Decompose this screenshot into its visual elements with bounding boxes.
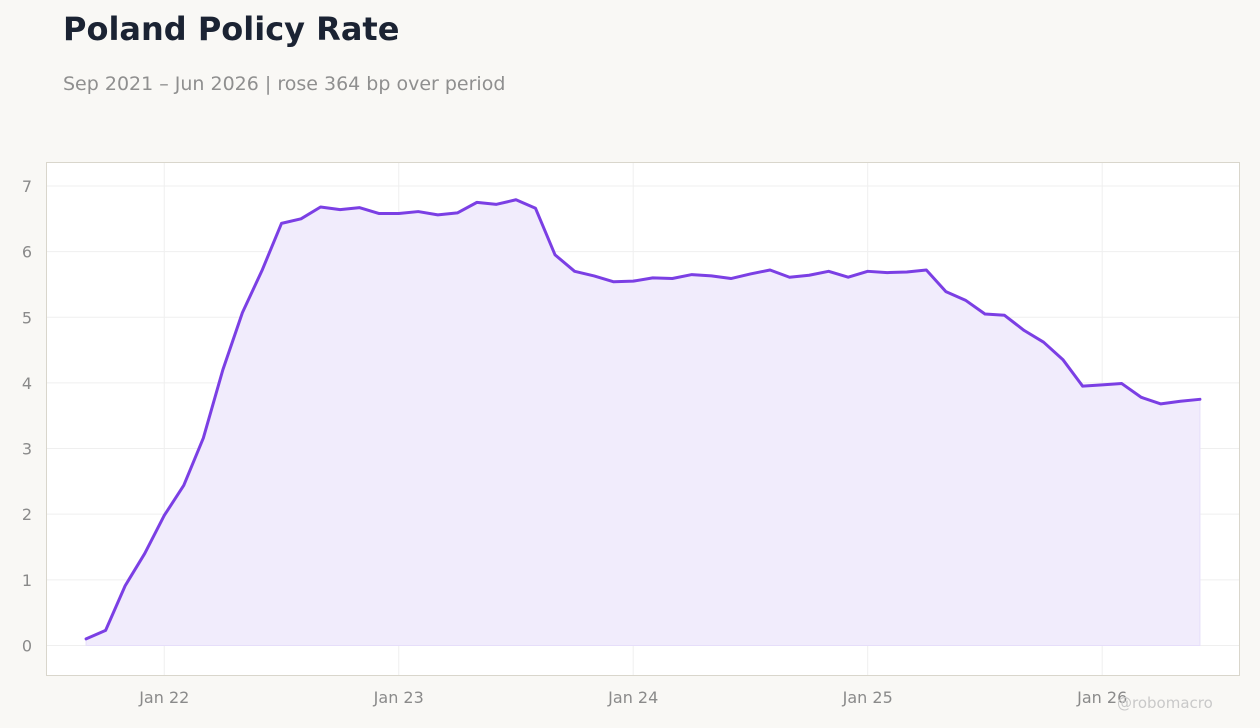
data-point	[1140, 396, 1143, 399]
data-point	[769, 268, 772, 271]
data-point	[1179, 400, 1182, 403]
y-tick-label: 3	[22, 440, 32, 459]
data-point	[964, 299, 967, 302]
data-point	[554, 253, 557, 256]
data-point	[671, 277, 674, 280]
data-point	[280, 222, 283, 225]
data-point	[925, 268, 928, 271]
x-tick-label: Jan 24	[607, 688, 658, 707]
data-point	[886, 271, 889, 274]
data-point	[1101, 383, 1104, 386]
series-line	[84, 198, 1202, 641]
plot-area	[84, 198, 1202, 646]
data-point	[710, 274, 713, 277]
data-point	[202, 437, 205, 440]
data-point	[221, 368, 224, 371]
data-point	[651, 276, 654, 279]
data-point	[104, 629, 107, 632]
data-point	[358, 206, 361, 209]
data-point	[593, 274, 596, 277]
y-tick-label: 7	[22, 177, 32, 196]
data-point	[1023, 329, 1026, 332]
y-tick-label: 0	[22, 636, 32, 655]
data-point	[827, 270, 830, 273]
y-tick-label: 5	[22, 308, 32, 327]
data-point	[319, 205, 322, 208]
x-tick-label: Jan 25	[842, 688, 893, 707]
data-point	[260, 269, 263, 272]
data-point	[300, 217, 303, 220]
data-point	[1042, 341, 1045, 344]
data-point	[339, 208, 342, 211]
data-point	[729, 277, 732, 280]
data-point	[456, 211, 459, 214]
data-point	[475, 201, 478, 204]
y-tick-label: 1	[22, 571, 32, 590]
data-point	[436, 213, 439, 216]
data-point	[866, 270, 869, 273]
data-point	[690, 273, 693, 276]
x-tick-label: Jan 26	[1076, 688, 1127, 707]
data-point	[1003, 314, 1006, 317]
data-point	[495, 203, 498, 206]
data-point	[847, 276, 850, 279]
data-point	[182, 484, 185, 487]
data-point	[808, 274, 811, 277]
data-point	[944, 290, 947, 293]
x-tick-label: Jan 22	[138, 688, 189, 707]
data-point	[378, 212, 381, 215]
data-point	[514, 198, 517, 201]
x-tick-label: Jan 23	[373, 688, 424, 707]
y-tick-label: 2	[22, 505, 32, 524]
data-point	[983, 312, 986, 315]
data-point	[1120, 382, 1123, 385]
data-point	[397, 212, 400, 215]
x-axis-ticks: Jan 22 Jan 23 Jan 24 Jan 25 Jan 26	[138, 688, 1127, 707]
data-point	[632, 280, 635, 283]
data-point	[1159, 402, 1162, 405]
data-point	[1198, 398, 1201, 401]
data-point	[749, 272, 752, 275]
data-point	[241, 311, 244, 314]
data-point	[417, 210, 420, 213]
watermark: @robomacro	[1117, 694, 1213, 712]
data-point	[85, 637, 88, 640]
data-point	[573, 270, 576, 273]
data-point	[143, 552, 146, 555]
data-point	[905, 270, 908, 273]
y-tick-label: 6	[22, 243, 32, 262]
data-point	[788, 276, 791, 279]
data-point	[534, 207, 537, 210]
data-point	[1062, 358, 1065, 361]
data-point	[124, 584, 127, 587]
chart-subtitle: Sep 2021 – Jun 2026 | rose 364 bp over p…	[63, 73, 506, 95]
data-point	[612, 280, 615, 283]
y-tick-label: 4	[22, 374, 32, 393]
data-point	[1081, 385, 1084, 388]
chart-title: Poland Policy Rate	[63, 10, 400, 48]
data-point	[163, 514, 166, 517]
y-axis-ticks: 0 1 2 3 4 5 6 7	[22, 177, 32, 655]
